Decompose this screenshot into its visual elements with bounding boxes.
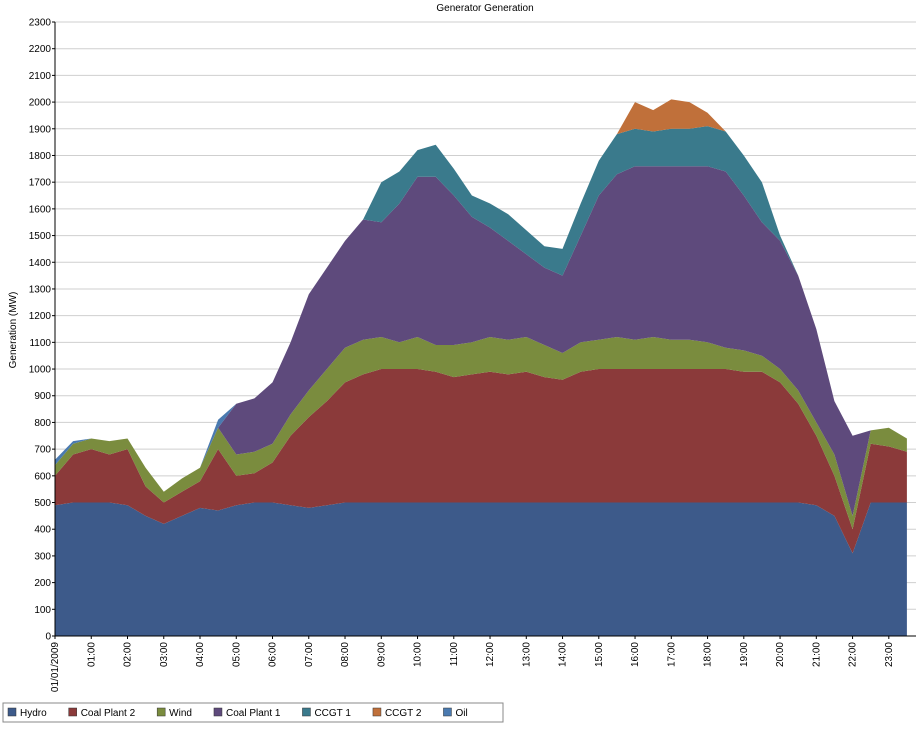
y-tick-label: 600	[34, 471, 51, 482]
y-tick-label: 700	[34, 445, 51, 456]
x-tick-label: 06:00	[268, 642, 279, 667]
x-tick-label: 10:00	[413, 642, 424, 667]
x-tick-label: 07:00	[304, 642, 315, 667]
x-tick-label: 02:00	[123, 642, 134, 667]
area	[55, 166, 907, 516]
legend-swatch	[213, 707, 223, 717]
x-tick-label: 01:00	[86, 642, 97, 667]
legend-swatch	[372, 707, 382, 717]
y-tick-label: 1700	[29, 178, 52, 189]
x-tick-label: 20:00	[775, 642, 786, 667]
y-tick-label: 2200	[29, 44, 52, 55]
x-tick-label: 03:00	[159, 642, 170, 667]
y-axis-title: Generation (MW)	[8, 292, 19, 369]
legend-label: CCGT 2	[385, 708, 422, 719]
legend-label: Wind	[169, 708, 192, 719]
x-tick-label: 18:00	[703, 642, 714, 667]
x-tick-label: 11:00	[449, 642, 460, 667]
y-tick-label: 2100	[29, 71, 52, 82]
y-tick-label: 1400	[29, 258, 52, 269]
x-tick-label: 01/01/2009	[50, 642, 61, 692]
y-tick-label: 1100	[29, 338, 51, 349]
x-tick-label: 04:00	[195, 642, 206, 667]
y-tick-label: 100	[34, 605, 51, 616]
legend-label: Coal Plant 2	[81, 708, 136, 719]
x-tick-label: 08:00	[340, 642, 351, 667]
x-tick-label: 15:00	[594, 642, 605, 667]
x-tick-label: 14:00	[558, 642, 569, 667]
y-tick-label: 800	[34, 418, 51, 429]
area	[55, 502, 907, 636]
y-tick-label: 1900	[29, 124, 52, 135]
y-tick-label: 1300	[29, 284, 52, 295]
x-tick-label: 05:00	[231, 642, 242, 667]
x-tick-label: 16:00	[630, 642, 641, 667]
y-tick-label: 0	[45, 632, 51, 643]
x-tick-label: 21:00	[811, 642, 822, 667]
y-tick-label: 1500	[29, 231, 52, 242]
legend-swatch	[68, 707, 77, 717]
x-tick-label: 23:00	[884, 642, 895, 667]
x-tick-label: 17:00	[666, 642, 677, 667]
legend-swatch	[443, 707, 452, 717]
legend-label: CCGT 1	[314, 708, 351, 719]
x-tick-label: 19:00	[739, 642, 750, 667]
y-tick-label: 1000	[29, 365, 52, 376]
legend-label: Hydro	[20, 708, 47, 719]
y-tick-label: 1600	[29, 204, 52, 215]
legend-swatch	[7, 707, 17, 717]
y-tick-label: 200	[34, 578, 51, 589]
y-tick-label: 1200	[29, 311, 52, 322]
chart-title: Generator Generation	[436, 3, 533, 14]
y-tick-label: 300	[34, 551, 51, 562]
x-tick-label: 13:00	[521, 642, 532, 667]
y-tick-label: 900	[34, 391, 51, 402]
y-tick-label: 2000	[29, 98, 52, 109]
legend-swatch	[302, 707, 311, 717]
area	[55, 369, 907, 554]
x-tick-label: 12:00	[485, 642, 496, 667]
legend-label: Oil	[455, 708, 467, 719]
y-tick-label: 500	[34, 498, 51, 509]
legend-swatch	[156, 707, 166, 717]
y-tick-label: 1800	[29, 151, 52, 162]
y-tick-label: 400	[34, 525, 51, 536]
x-tick-label: 22:00	[848, 642, 859, 667]
y-tick-label: 2300	[29, 18, 52, 29]
legend-label: Coal Plant 1	[226, 708, 281, 719]
x-tick-label: 09:00	[376, 642, 387, 667]
